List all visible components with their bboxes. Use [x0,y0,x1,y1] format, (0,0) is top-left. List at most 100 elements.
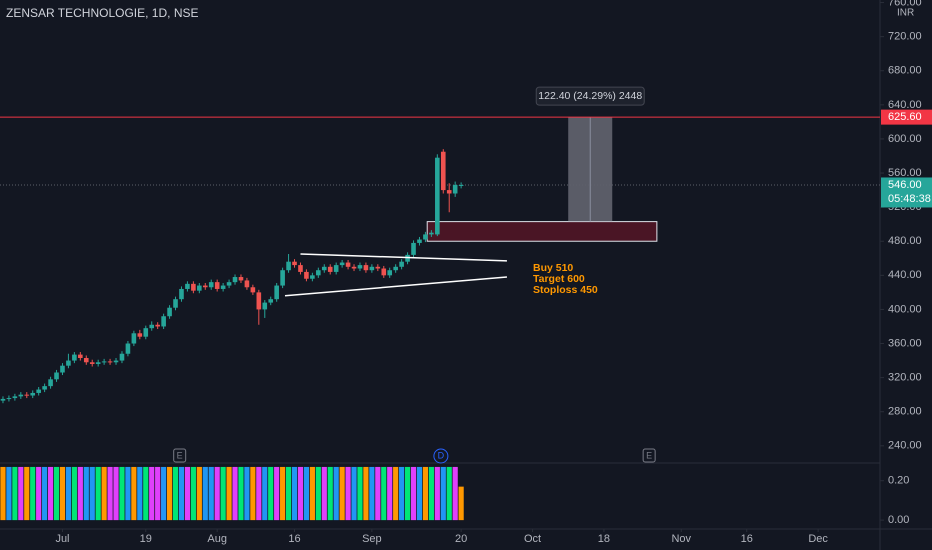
indicator-bar [274,466,280,521]
candle-body [286,261,291,271]
indicator-bar [458,486,464,521]
indicator-bar [452,466,458,521]
event-marker [642,448,656,463]
indicator-bar [131,466,137,521]
candle-body [452,184,458,194]
candle-body [393,266,398,271]
candle-body [351,266,357,269]
indicator-bar [71,466,77,521]
indicator-bar [155,466,161,521]
indicator-bar [446,466,452,521]
y-tick-label: 760.00 [888,0,922,8]
candle-body [66,360,71,366]
indicator-bar [440,466,446,521]
indicator-bar [321,466,327,521]
price-sublabel: 05:48:38 [888,193,931,205]
indicator-bar [0,466,6,521]
candle-body [185,283,190,289]
candle-body [238,277,244,281]
candle-body [161,316,166,327]
indicator-bar [166,466,173,521]
indicator-bar [434,466,440,521]
indicator-bar [280,466,286,521]
candle-body [226,282,232,286]
x-tick-label: Jul [55,533,69,545]
trade-note: Target 600 [533,273,585,285]
indicator-bar [184,466,191,521]
candle-body [155,324,160,327]
indicator-bar [387,466,393,521]
candle-body [12,396,18,399]
candle-body [36,389,41,393]
candle-body [375,266,381,269]
indicator-bar [119,466,125,521]
candle-body [107,361,113,363]
indicator-bar [303,466,310,521]
indicator-bar [339,466,345,521]
indicator-bar [297,466,304,521]
candle-body [89,362,95,364]
indicator-bar [208,466,214,521]
indicator-bar [363,466,369,521]
indicator-bar [36,466,42,521]
candle-body [339,262,345,266]
candle-body [280,270,285,286]
trendline [300,253,507,262]
indicator-bar [250,466,256,521]
y-tick-label: 320.00 [888,372,922,384]
trade-note: Buy 510 [533,262,573,274]
candle-body [113,360,119,363]
indicator-bar [226,466,232,521]
candle-body [167,307,172,317]
indicator-bar [244,466,250,521]
indicator-bar [327,466,333,521]
candle-body [440,151,446,191]
indicator-bar [381,466,387,521]
indicator-bar [422,466,429,521]
candle-body [54,372,59,380]
candle-body [42,386,47,390]
indicator-bar [428,466,434,521]
indicator-bar [399,466,405,521]
indicator-bar [137,466,143,521]
candle-body [78,354,83,359]
candle-body [345,262,351,267]
indicator-bar [95,466,101,521]
candle-body [179,288,184,300]
x-tick-label: 16 [288,533,300,545]
indicator-bar [59,466,66,521]
candle-body [292,261,297,266]
indicator-bar [42,466,48,521]
indicator-bar [268,466,274,521]
candle-body [0,398,6,401]
candle-body [381,268,387,276]
price-label-bg [881,109,932,125]
y-tick-label: 640.00 [888,99,922,111]
candle-body [60,365,65,373]
x-tick-label: 18 [598,533,610,545]
candle-body [95,362,101,364]
x-tick-label: Sep [362,533,382,545]
candle-body [363,265,369,271]
trade-note: Stoploss 450 [533,284,598,296]
indicator-bar [143,466,149,521]
indicator-bar [190,466,196,521]
candle-body [220,285,226,289]
candle-body [304,271,309,279]
chart-title: ZENSAR TECHNOLOGIE, 1D, NSE [6,6,199,20]
indicator-bar [345,466,351,521]
candle-body [327,266,333,272]
candle-body [316,270,321,276]
x-tick-label: 16 [741,533,753,545]
candle-body [423,234,428,240]
indicator-bar [404,466,411,521]
supply-zone [426,221,658,242]
indicator-bar [196,466,202,521]
indicator-y-tick-label: 0.20 [888,475,909,487]
candle-body [274,285,279,300]
candle-body [125,343,131,354]
candle-body [30,392,36,396]
candle-body [208,282,214,288]
price-label-bg [881,177,932,208]
